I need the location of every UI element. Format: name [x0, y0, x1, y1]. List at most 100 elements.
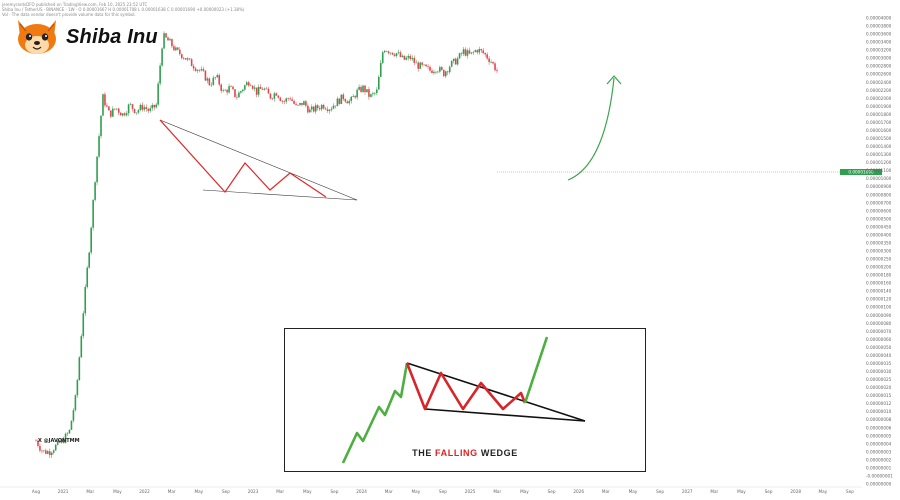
candle-body — [303, 101, 305, 105]
x-tick-label: May — [737, 489, 746, 494]
candle-body — [232, 86, 234, 90]
candle-body — [439, 67, 441, 72]
candle-body — [194, 68, 197, 71]
candle-body — [444, 71, 447, 77]
candle-body — [90, 227, 92, 253]
current-price-label: 0.00001690 — [848, 170, 874, 175]
candle-body — [159, 65, 161, 84]
candle-body — [454, 58, 457, 65]
candle-body — [419, 62, 421, 69]
candle-body — [224, 89, 226, 91]
inset-uptrend — [341, 362, 409, 464]
candle-body — [240, 91, 242, 93]
candle-body — [474, 50, 477, 52]
y-tick-label: 0.00000003 — [866, 449, 892, 454]
candle-body — [112, 108, 114, 117]
candle-body — [228, 86, 230, 93]
y-tick-label: 0.00000002 — [866, 457, 892, 462]
y-tick-label: 0.00000030 — [866, 369, 892, 374]
x-tick-label: May — [194, 489, 203, 494]
candle-body — [466, 50, 469, 56]
candle-body — [328, 109, 331, 111]
y-tick-label: 0.00000100 — [866, 305, 892, 310]
x-tick-label: Sep — [439, 489, 447, 494]
candle-body — [411, 57, 414, 59]
y-tick-label: 0.00002200 — [866, 88, 892, 93]
candle-body — [312, 106, 315, 112]
candle-body — [82, 313, 85, 337]
candle-body — [368, 89, 370, 97]
y-tick-label: 0.00002800 — [866, 64, 892, 69]
candle-body — [48, 451, 51, 456]
y-tick-label: 0.00000012 — [866, 401, 892, 406]
candle-body — [441, 67, 443, 70]
candle-body — [417, 62, 419, 69]
candle-body — [153, 104, 156, 108]
candle-body — [139, 104, 142, 110]
candle-series — [35, 31, 498, 459]
candle-body — [468, 50, 471, 54]
falling-wedge-diagram — [341, 336, 586, 464]
y-tick-label: 0.00000004 — [866, 441, 892, 446]
candle-body — [354, 96, 356, 98]
x-tick-label: Sep — [656, 489, 664, 494]
candle-body — [464, 49, 467, 56]
y-tick-label: -0.00000001 — [866, 473, 893, 478]
candle-body — [161, 48, 163, 66]
candle-body — [249, 85, 252, 87]
candle-body — [391, 52, 394, 55]
candle-body — [421, 62, 423, 65]
candle-body — [234, 89, 236, 97]
candle-body — [429, 66, 431, 71]
candle-body — [184, 58, 187, 60]
x-tick-label: 2025 — [465, 489, 476, 494]
x-tick-label: May — [412, 489, 421, 494]
candle-body — [115, 108, 118, 110]
candle-body — [297, 104, 299, 106]
candle-body — [155, 104, 157, 108]
x-tick-label: 2022 — [139, 489, 150, 494]
candle-body — [186, 58, 189, 60]
y-tick-label: 0.00000180 — [866, 273, 892, 278]
candle-body — [289, 98, 291, 100]
candle-body — [448, 66, 451, 73]
y-tick-label: 0.00000120 — [866, 297, 892, 302]
x-tick-label: May — [819, 489, 828, 494]
x-tick-label: May — [303, 489, 312, 494]
x-tick-label: Sep — [548, 489, 556, 494]
x-tick-label: Sep — [331, 489, 339, 494]
candle-body — [192, 66, 195, 69]
candle-body — [291, 99, 293, 101]
candle-body — [41, 450, 43, 452]
candle-body — [236, 96, 238, 98]
candle-body — [413, 57, 416, 63]
candle-body — [60, 439, 63, 443]
y-tick-label: 0.00000900 — [866, 184, 892, 189]
candle-body — [490, 61, 492, 63]
candle-body — [433, 71, 435, 74]
candle-body — [94, 182, 96, 200]
candle-body — [285, 98, 288, 102]
y-tick-label: 0.00000160 — [866, 281, 892, 286]
candle-body — [484, 52, 486, 55]
y-tick-label: 0.00000140 — [866, 289, 892, 294]
candle-body — [307, 105, 309, 113]
candle-body — [35, 440, 37, 442]
x-tick-label: 2026 — [573, 489, 584, 494]
candle-body — [387, 51, 390, 54]
y-tick-label: 0.00000005 — [866, 433, 892, 438]
candle-body — [220, 84, 222, 91]
x-tick-label: 2021 — [58, 489, 69, 494]
y-tick-label: 0.00000010 — [866, 409, 892, 414]
x-tick-label: May — [629, 489, 638, 494]
y-tick-label: 0.00000060 — [866, 337, 892, 342]
candle-body — [242, 89, 244, 92]
candle-body — [88, 252, 90, 268]
x-tick-label: Sep — [765, 489, 773, 494]
y-tick-label: 0.00001900 — [866, 104, 892, 109]
y-tick-label: 0.00001200 — [866, 160, 892, 165]
x-tick-label: Sep — [846, 489, 854, 494]
candle-body — [129, 104, 132, 105]
candle-body — [245, 82, 248, 86]
candle-body — [494, 63, 496, 71]
